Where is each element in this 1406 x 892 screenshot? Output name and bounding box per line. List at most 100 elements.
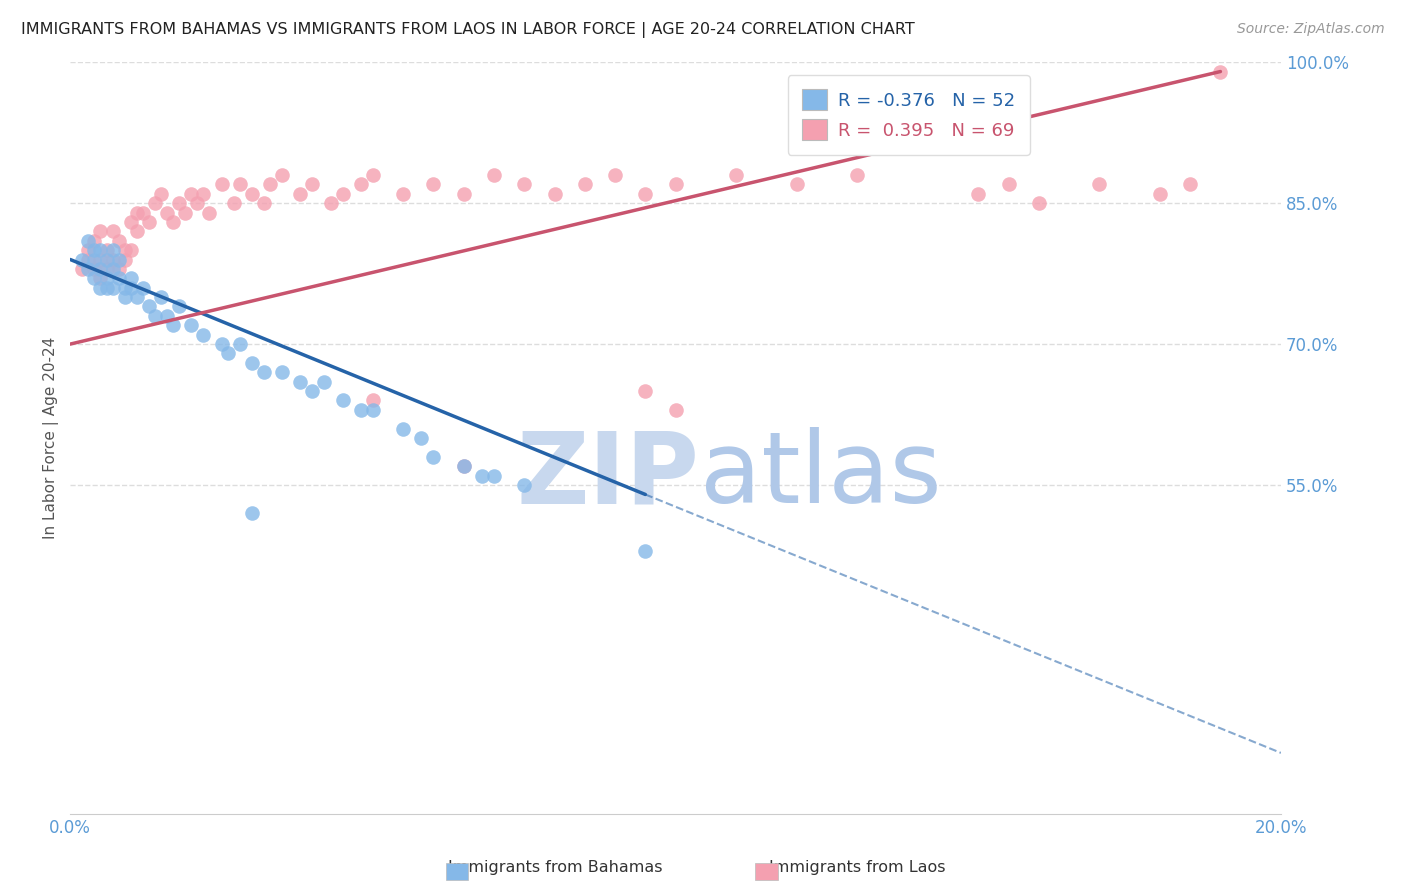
Point xyxy=(114,290,136,304)
Point xyxy=(96,252,118,267)
Point xyxy=(101,252,124,267)
Point xyxy=(77,261,100,276)
Point xyxy=(603,168,626,182)
Point xyxy=(150,290,173,304)
Point xyxy=(513,478,536,492)
Point xyxy=(319,196,342,211)
Point xyxy=(114,243,136,257)
Point xyxy=(114,281,136,295)
Point xyxy=(1088,178,1111,192)
Point xyxy=(240,356,263,370)
Point xyxy=(411,431,433,445)
Point xyxy=(89,243,111,257)
Point xyxy=(725,168,748,182)
Point xyxy=(997,178,1019,192)
Point xyxy=(89,271,111,285)
Point xyxy=(634,384,657,398)
Point xyxy=(361,168,384,182)
Point xyxy=(422,178,444,192)
Point xyxy=(180,186,202,201)
Point xyxy=(301,178,323,192)
Text: Source: ZipAtlas.com: Source: ZipAtlas.com xyxy=(1237,22,1385,37)
Point xyxy=(259,178,281,192)
Point xyxy=(101,243,124,257)
Point xyxy=(162,215,184,229)
Text: Immigrants from Bahamas: Immigrants from Bahamas xyxy=(449,861,662,875)
Point xyxy=(125,224,148,238)
Text: IMMIGRANTS FROM BAHAMAS VS IMMIGRANTS FROM LAOS IN LABOR FORCE | AGE 20-24 CORRE: IMMIGRANTS FROM BAHAMAS VS IMMIGRANTS FR… xyxy=(21,22,915,38)
Point xyxy=(96,271,118,285)
Point xyxy=(211,337,233,351)
Point xyxy=(120,281,142,295)
Point xyxy=(107,234,129,248)
Point xyxy=(120,243,142,257)
Point xyxy=(77,252,100,267)
Point xyxy=(96,261,118,276)
Point xyxy=(240,506,263,520)
Point xyxy=(290,375,312,389)
Point xyxy=(846,168,869,182)
Point xyxy=(162,318,184,333)
Point xyxy=(101,261,124,276)
Point xyxy=(361,393,384,408)
Point xyxy=(1149,186,1171,201)
Point xyxy=(350,178,373,192)
Point xyxy=(96,243,118,257)
Point xyxy=(156,309,179,323)
Point xyxy=(89,261,111,276)
Point xyxy=(1209,64,1232,78)
Point xyxy=(543,186,565,201)
Point xyxy=(392,422,415,436)
Point xyxy=(107,261,129,276)
Point xyxy=(665,178,688,192)
Point xyxy=(167,300,190,314)
Point xyxy=(240,186,263,201)
Point xyxy=(77,243,100,257)
Point xyxy=(513,178,536,192)
Point xyxy=(77,234,100,248)
Point xyxy=(1178,178,1201,192)
Point xyxy=(72,261,94,276)
Point xyxy=(471,468,494,483)
Point xyxy=(83,234,105,248)
Point xyxy=(143,309,166,323)
Point xyxy=(101,224,124,238)
Point xyxy=(665,403,688,417)
Point xyxy=(290,186,312,201)
Point xyxy=(271,365,294,379)
Point xyxy=(253,365,276,379)
Point xyxy=(138,300,160,314)
Point xyxy=(361,403,384,417)
Point xyxy=(271,168,294,182)
Point xyxy=(83,271,105,285)
Point xyxy=(193,327,215,342)
Point xyxy=(89,252,111,267)
Point xyxy=(229,337,252,351)
Point xyxy=(120,215,142,229)
Point xyxy=(83,252,105,267)
Point xyxy=(83,261,105,276)
Point xyxy=(83,243,105,257)
Point xyxy=(138,215,160,229)
Point xyxy=(314,375,336,389)
Point xyxy=(332,186,354,201)
Point xyxy=(143,196,166,211)
Legend: R = -0.376   N = 52, R =  0.395   N = 69: R = -0.376 N = 52, R = 0.395 N = 69 xyxy=(787,75,1029,154)
Point xyxy=(332,393,354,408)
Point xyxy=(422,450,444,464)
Point xyxy=(174,205,197,219)
Point xyxy=(253,196,276,211)
Point xyxy=(114,252,136,267)
Point xyxy=(482,468,505,483)
Point xyxy=(574,178,596,192)
Point xyxy=(217,346,239,360)
Point xyxy=(96,281,118,295)
Point xyxy=(453,459,475,474)
Point xyxy=(125,290,148,304)
Point xyxy=(132,205,155,219)
Point xyxy=(89,224,111,238)
Point xyxy=(72,252,94,267)
Point xyxy=(107,271,129,285)
Point xyxy=(180,318,202,333)
Text: atlas: atlas xyxy=(700,427,942,524)
